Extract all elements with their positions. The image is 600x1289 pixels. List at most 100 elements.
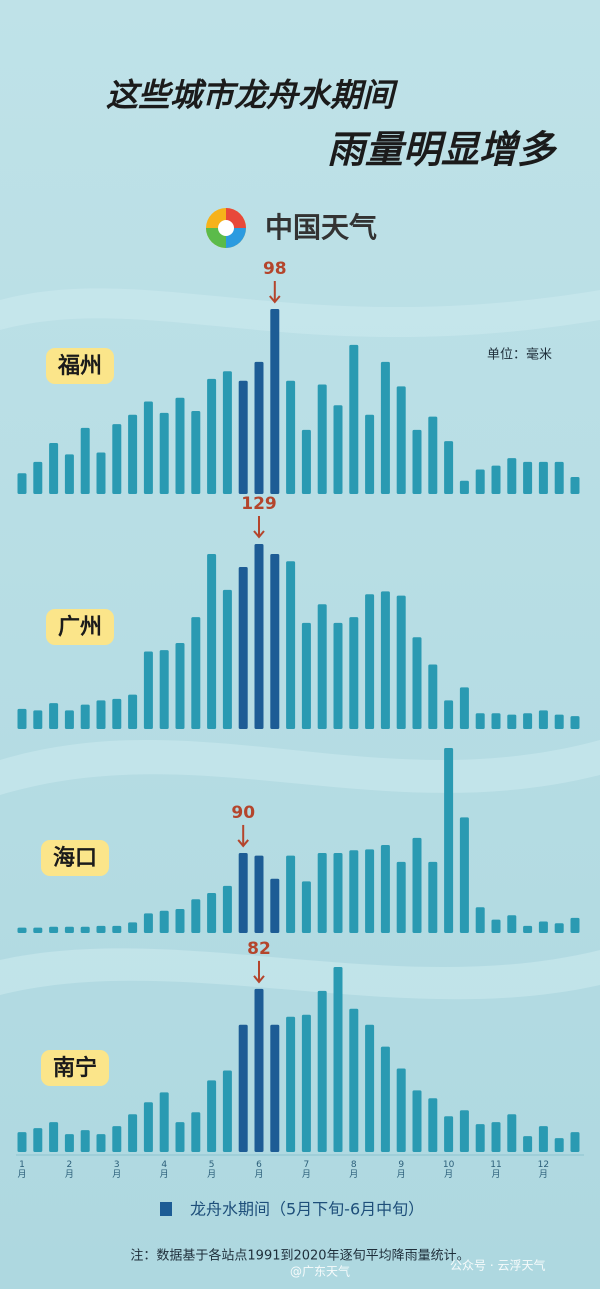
x-tick-label: 1月 [17, 1160, 27, 1180]
bar [491, 465, 501, 494]
bar [444, 1116, 454, 1152]
bar [523, 925, 533, 933]
bar [159, 910, 169, 933]
bar [412, 1090, 422, 1152]
city-label: 海口 [53, 845, 97, 871]
x-tick-label: 9月 [396, 1160, 406, 1180]
city-label-bg [46, 609, 114, 645]
bar [33, 927, 43, 933]
bar [428, 664, 438, 729]
bar [554, 461, 564, 494]
bar [33, 710, 43, 729]
bar [49, 703, 59, 729]
bar [380, 591, 390, 729]
bar [64, 1134, 74, 1152]
bar [333, 622, 343, 729]
bar [96, 452, 106, 494]
x-tick-label: 8月 [349, 1160, 359, 1180]
source: 公众号 · 云浮天气 [450, 1258, 545, 1273]
bar [254, 855, 264, 933]
bar [207, 892, 217, 933]
bar [380, 844, 390, 933]
bar [222, 589, 232, 729]
city-label: 南宁 [53, 1055, 97, 1081]
bar [349, 850, 359, 933]
arrow-head [253, 530, 265, 539]
x-tick-label: 11月 [490, 1160, 502, 1180]
bar [17, 927, 27, 933]
bar [396, 386, 406, 494]
unit: 单位：毫米 [487, 347, 552, 363]
bar [80, 427, 90, 494]
bar [80, 704, 90, 729]
bar [17, 708, 27, 729]
bar [17, 473, 27, 494]
bar [349, 344, 359, 494]
bar [64, 926, 74, 933]
bar [538, 461, 548, 494]
bar [175, 642, 185, 729]
bar [238, 380, 248, 494]
bar [538, 710, 548, 729]
bar [459, 687, 469, 729]
bar [333, 852, 343, 933]
bar [459, 817, 469, 933]
bar [491, 919, 501, 933]
bar [254, 361, 264, 494]
arrow-head [237, 839, 249, 848]
bar [570, 716, 580, 729]
bar [207, 378, 217, 494]
x-tick-label: 2月 [64, 1160, 74, 1180]
watermark: @广东天气 [290, 1264, 350, 1279]
bar [444, 748, 454, 933]
bar [191, 410, 201, 494]
bar [64, 454, 74, 494]
bar [191, 1112, 201, 1152]
arrow-head [253, 975, 265, 984]
bar [349, 1008, 359, 1152]
bar [365, 1024, 375, 1152]
bar [570, 477, 580, 494]
bar [301, 1014, 311, 1152]
bar [538, 921, 548, 933]
title: 雨量明显增多 [327, 128, 558, 172]
bar [191, 617, 201, 729]
city-label: 广州 [58, 614, 102, 640]
x-tick-label: 12月 [537, 1160, 550, 1180]
logo-icon [206, 208, 246, 248]
bar [475, 713, 485, 729]
bar [159, 1092, 169, 1152]
bar [491, 713, 501, 729]
bar [428, 416, 438, 494]
bar [175, 397, 185, 494]
bar [286, 855, 296, 933]
bar [207, 1080, 217, 1152]
value-label: 129 [241, 494, 277, 514]
bar [428, 1098, 438, 1152]
bar [380, 1046, 390, 1152]
bar [396, 861, 406, 933]
bar [270, 878, 280, 933]
value-label: 82 [247, 939, 271, 959]
bar [17, 1132, 27, 1152]
note: 注：数据基于各站点1991到2020年逐旬平均降雨量统计。 [130, 1248, 469, 1264]
bar [64, 710, 74, 729]
bar [143, 651, 153, 729]
x-tick-label: 7月 [301, 1160, 311, 1180]
bar [380, 361, 390, 494]
bar [286, 380, 296, 494]
bar [317, 852, 327, 933]
city-label: 福州 [57, 354, 102, 379]
bar [317, 604, 327, 729]
bar [286, 561, 296, 729]
title: 这些城市龙舟水期间 [106, 76, 399, 114]
bar [459, 1110, 469, 1152]
value-label: 90 [231, 803, 255, 823]
bar [507, 458, 517, 494]
bar [523, 1136, 533, 1152]
legend-swatch [160, 1202, 172, 1216]
bar [570, 1132, 580, 1152]
bar [159, 650, 169, 729]
bar [475, 1124, 485, 1152]
bar [570, 917, 580, 933]
